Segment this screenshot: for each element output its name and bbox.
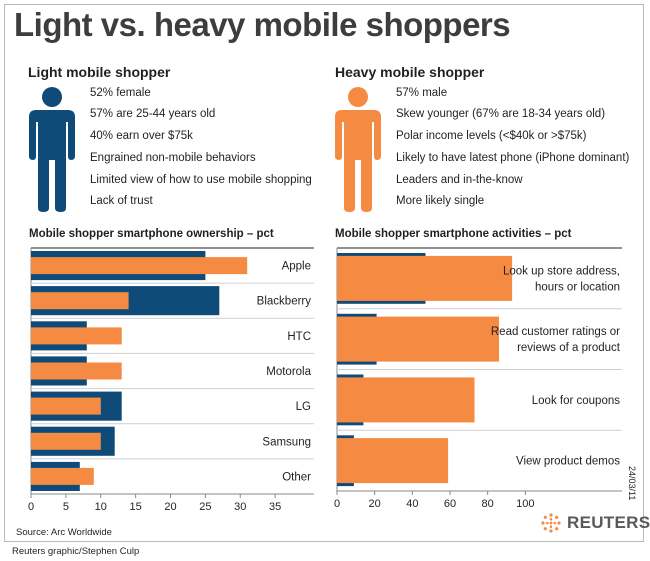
x-tick-label: 10	[95, 501, 107, 513]
x-tick-label: 0	[28, 501, 34, 513]
light-trait: Engrained non-mobile behaviors	[90, 152, 256, 164]
reuters-logo: REUTERS	[540, 512, 650, 534]
x-tick-label: 35	[269, 501, 281, 513]
category-label: Apple	[282, 261, 311, 273]
category-label: Other	[282, 471, 311, 483]
light-trait: 57% are 25-44 years old	[90, 108, 216, 120]
heavy-trait: Skew younger (67% are 18-34 years old)	[396, 108, 606, 120]
bar-heavy	[31, 327, 122, 345]
reuters-dots-icon	[541, 513, 561, 533]
x-tick-label: 30	[234, 501, 246, 513]
bar-heavy	[31, 257, 248, 275]
bar-heavy	[337, 377, 475, 423]
graphic-frame	[4, 4, 644, 542]
light-trait: Limited view of how to use mobile shoppi…	[90, 174, 312, 186]
ownership-chart-title: Mobile shopper smartphone ownership – pc…	[29, 228, 274, 240]
bar-heavy	[31, 397, 101, 415]
category-label: LG	[296, 401, 311, 413]
heavy-trait: More likely single	[396, 195, 485, 207]
x-tick-label: 25	[199, 501, 211, 513]
date-stamp: 24/03/11	[627, 466, 637, 501]
x-tick-label: 15	[130, 501, 142, 513]
category-label: Look up store address,	[503, 265, 620, 277]
category-label: Look for coupons	[532, 395, 620, 407]
person-icon-heavy	[335, 87, 381, 212]
light-trait: Lack of trust	[90, 195, 153, 207]
category-label: View product demos	[516, 456, 620, 468]
category-label: Blackberry	[257, 296, 312, 308]
person-icon-light	[29, 87, 75, 212]
heavy-trait: 57% male	[396, 87, 448, 99]
bar-heavy	[31, 432, 101, 450]
heavy-trait: Likely to have latest phone (iPhone domi…	[396, 152, 630, 164]
bar-heavy	[31, 467, 94, 485]
x-tick-label: 20	[164, 501, 176, 513]
x-tick-label: 20	[369, 498, 381, 510]
x-tick-label: 80	[482, 498, 494, 510]
bar-heavy	[31, 362, 122, 380]
light-trait: 40% earn over $75k	[90, 130, 193, 142]
category-label: Samsung	[262, 436, 311, 448]
x-tick-label: 0	[334, 498, 340, 510]
page-title: Light vs. heavy mobile shoppers	[14, 6, 511, 43]
heavy-trait: Polar income levels (<$40k or >$75k)	[396, 130, 587, 142]
activities-chart-title: Mobile shopper smartphone activities – p…	[335, 228, 572, 240]
category-label: reviews of a product	[517, 342, 621, 354]
category-label: HTC	[287, 331, 311, 343]
bar-heavy	[337, 255, 513, 301]
heavy-trait: Leaders and in-the-know	[396, 174, 523, 186]
source-note: Source: Arc Worldwide	[16, 527, 112, 538]
category-label: Read customer ratings or	[491, 326, 620, 338]
brand-name: REUTERS	[567, 513, 650, 532]
bar-heavy	[31, 292, 129, 310]
heavy-profile-heading: Heavy mobile shopper	[335, 64, 485, 80]
x-tick-label: 40	[406, 498, 418, 510]
bar-heavy	[337, 438, 449, 484]
light-trait: 52% female	[90, 87, 151, 99]
light-profile-heading: Light mobile shopper	[28, 64, 171, 80]
graphic-credit: Reuters graphic/Stephen Culp	[12, 546, 140, 557]
x-tick-label: 100	[516, 498, 534, 510]
bar-heavy	[337, 316, 499, 362]
category-label: Motorola	[266, 366, 311, 378]
x-tick-label: 5	[63, 501, 69, 513]
x-tick-label: 60	[444, 498, 456, 510]
category-label: hours or location	[535, 281, 620, 293]
